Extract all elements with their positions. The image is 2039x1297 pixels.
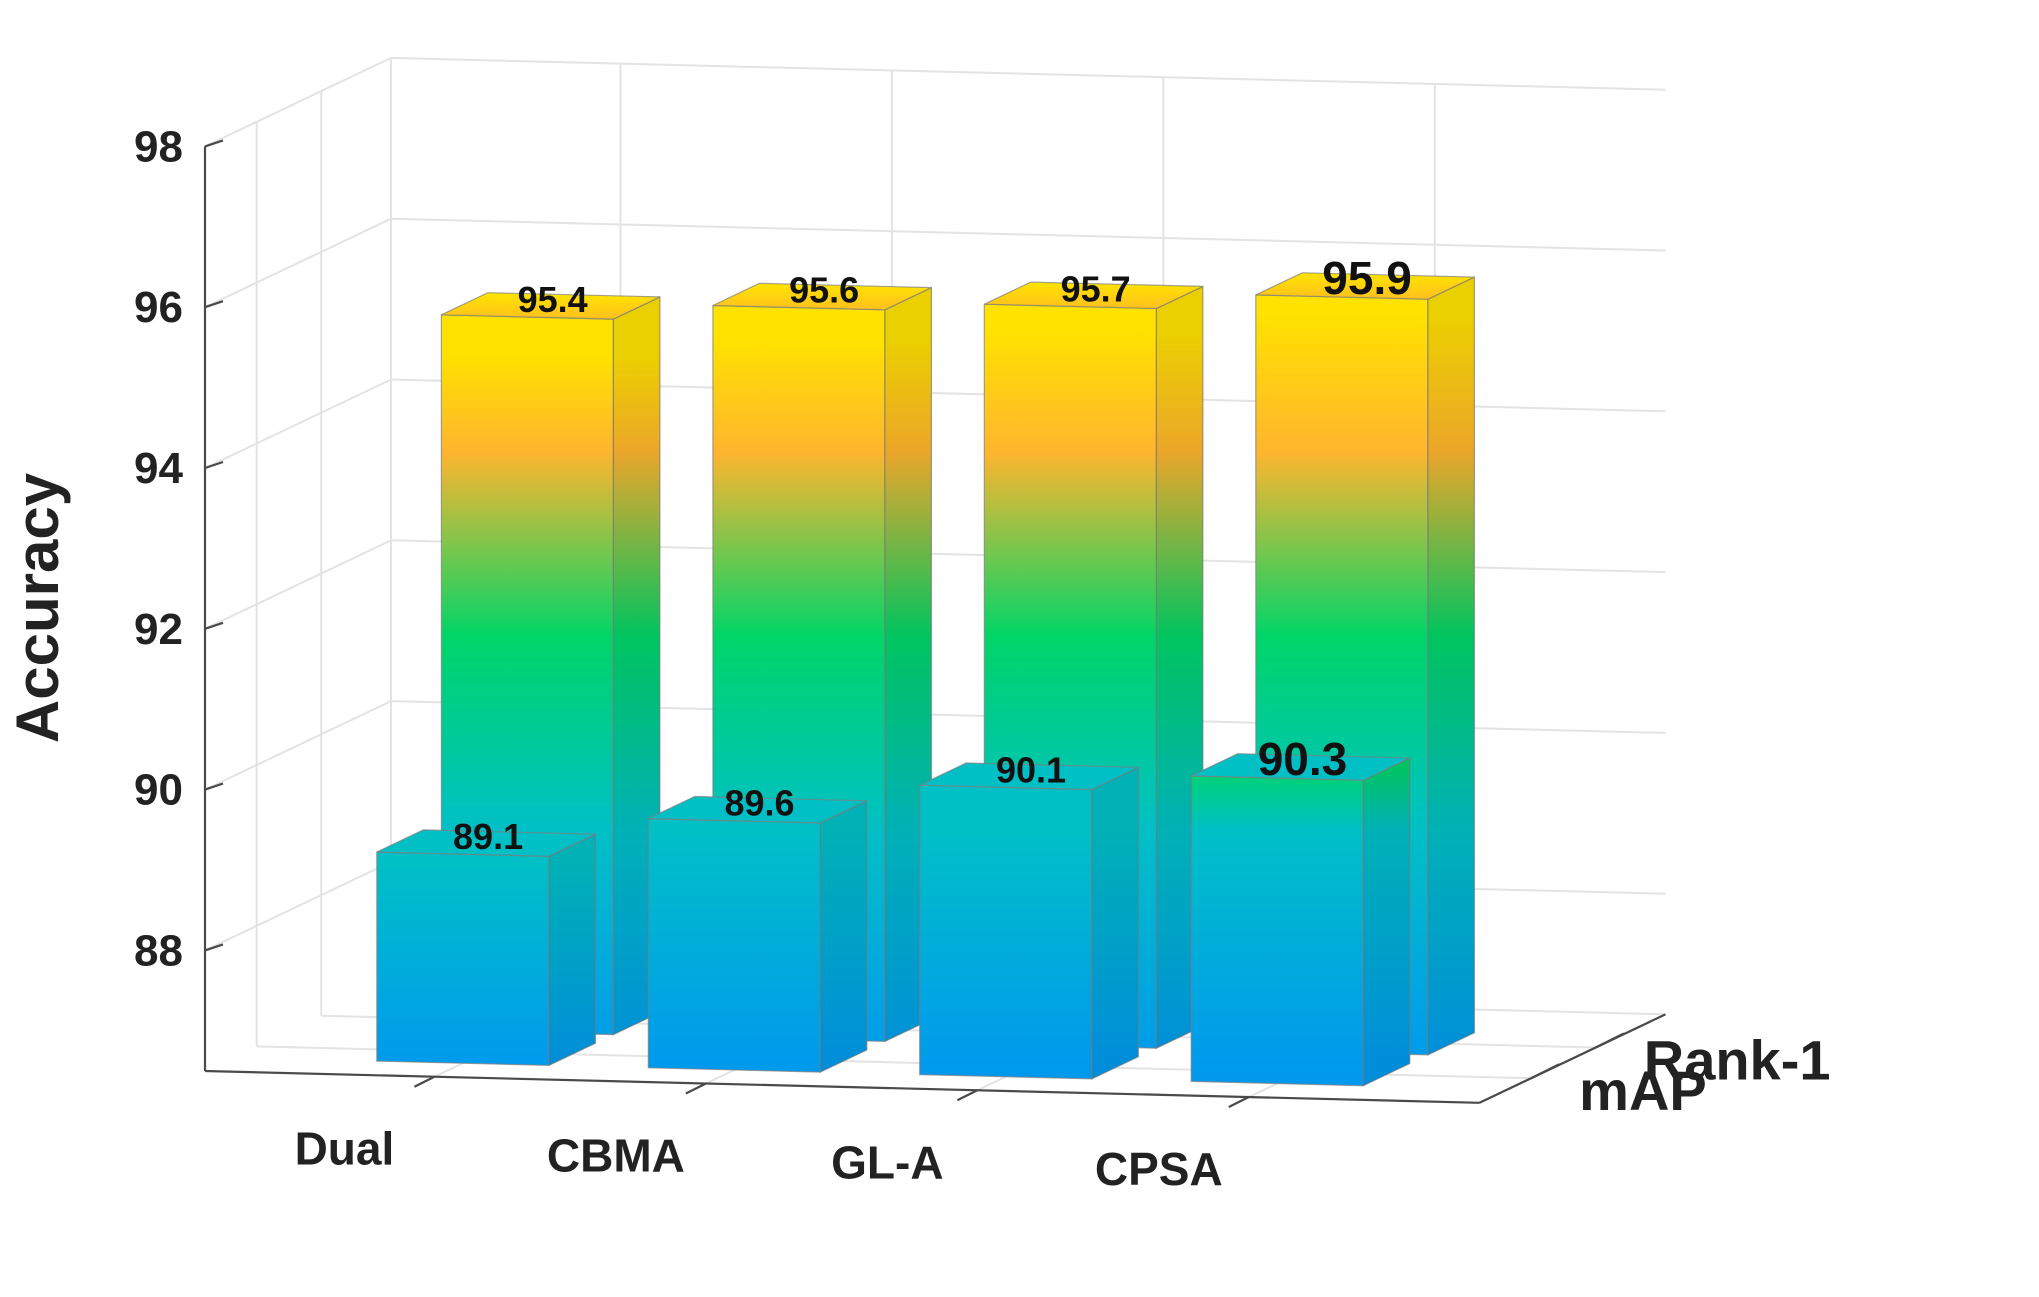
data-label-rank-1-dual: 95.4 [518,279,588,320]
bar-side-shade-map-cbma [820,800,867,1073]
depth-tick-map [1530,1063,1560,1080]
y-tick-label-98: 98 [134,122,183,171]
bar-map-cbma [647,795,868,1074]
labels: Accuracy 88 90 92 94 96 98 Dual CBMA GL-A CPSA mAP… [4,122,1830,1195]
y-tick-label-96: 96 [134,283,183,332]
bar-map-cpsa [1190,753,1411,1087]
series-label-map: mAP [1579,1059,1707,1122]
gridline-side-98 [204,57,392,148]
bar-top-rank-1-dual [441,292,661,320]
z-tick-90 [204,782,224,791]
category-label-dual: Dual [295,1123,395,1175]
bar-top-map-dual [376,829,596,857]
depth-tick-rank-1 [1595,1032,1625,1049]
series-label-rank-1: Rank-1 [1644,1028,1831,1091]
bar-front-map-cbma [647,817,821,1073]
axes [203,139,1666,1109]
bar-front-map-cpsa [1190,775,1364,1087]
y-axis-title: Accuracy [4,472,71,743]
category-label-cpsa: CPSA [1095,1143,1223,1195]
y-tick-label-90: 90 [134,766,183,815]
category-label-cbma: CBMA [547,1129,685,1181]
data-label-rank-1-gl-a: 95.7 [1061,268,1131,309]
bars [376,272,1476,1087]
bar-front-map-gl-a [919,784,1093,1080]
x-tick-cbma [685,1082,707,1095]
bar-side-shade-map-dual [548,834,596,1066]
bar-map-gl-a [919,762,1139,1080]
bar-top-rank-1-cpsa [1255,272,1475,300]
bar-top-map-cpsa [1190,753,1411,781]
data-label-map-cpsa: 90.3 [1258,733,1348,785]
depth-axis-line [1479,1013,1666,1104]
gridline-side-90 [204,700,392,791]
gridline-side-88 [204,861,392,952]
bar-front-map-dual [376,851,550,1067]
bar-top-rank-1-cbma [712,282,932,311]
data-label-map-dual: 89.1 [453,816,523,857]
z-tick-94 [204,460,224,470]
bar-side-shade-map-gl-a [1091,767,1139,1079]
data-label-rank-1-cpsa: 95.9 [1322,252,1412,304]
y-tick-label-92: 92 [134,605,183,654]
data-label-map-gl-a: 90.1 [996,749,1066,790]
x-axis-line [204,1069,1480,1104]
bar-map-dual [376,829,597,1067]
y-tick-label-88: 88 [134,926,183,975]
bar-top-rank-1-gl-a [984,281,1204,310]
gridline-side-96 [204,217,392,309]
z-tick-88 [204,943,224,952]
z-tick-92 [204,621,224,630]
gridline-back-98 [390,56,1666,91]
data-label-rank-1-cbma: 95.6 [789,270,859,311]
z-tick-96 [204,300,224,309]
y-tick-label-94: 94 [134,444,183,493]
bar-side-shade-map-cpsa [1363,758,1410,1086]
gridline-side-94 [204,378,392,469]
bar-top-map-cbma [648,795,868,824]
z-tick-98 [204,139,224,148]
x-tick-dual [413,1075,435,1088]
x-tick-gl-a [956,1089,978,1102]
gridline-side-92 [204,539,392,630]
category-label-gl-a: GL-A [831,1136,943,1188]
gridline-back-96 [390,217,1666,252]
bar-side-shade-rank-1-cpsa [1427,277,1475,1055]
data-label-map-cbma: 89.6 [725,783,795,824]
bar-top-map-gl-a [919,762,1139,791]
x-tick-cpsa [1228,1096,1250,1109]
